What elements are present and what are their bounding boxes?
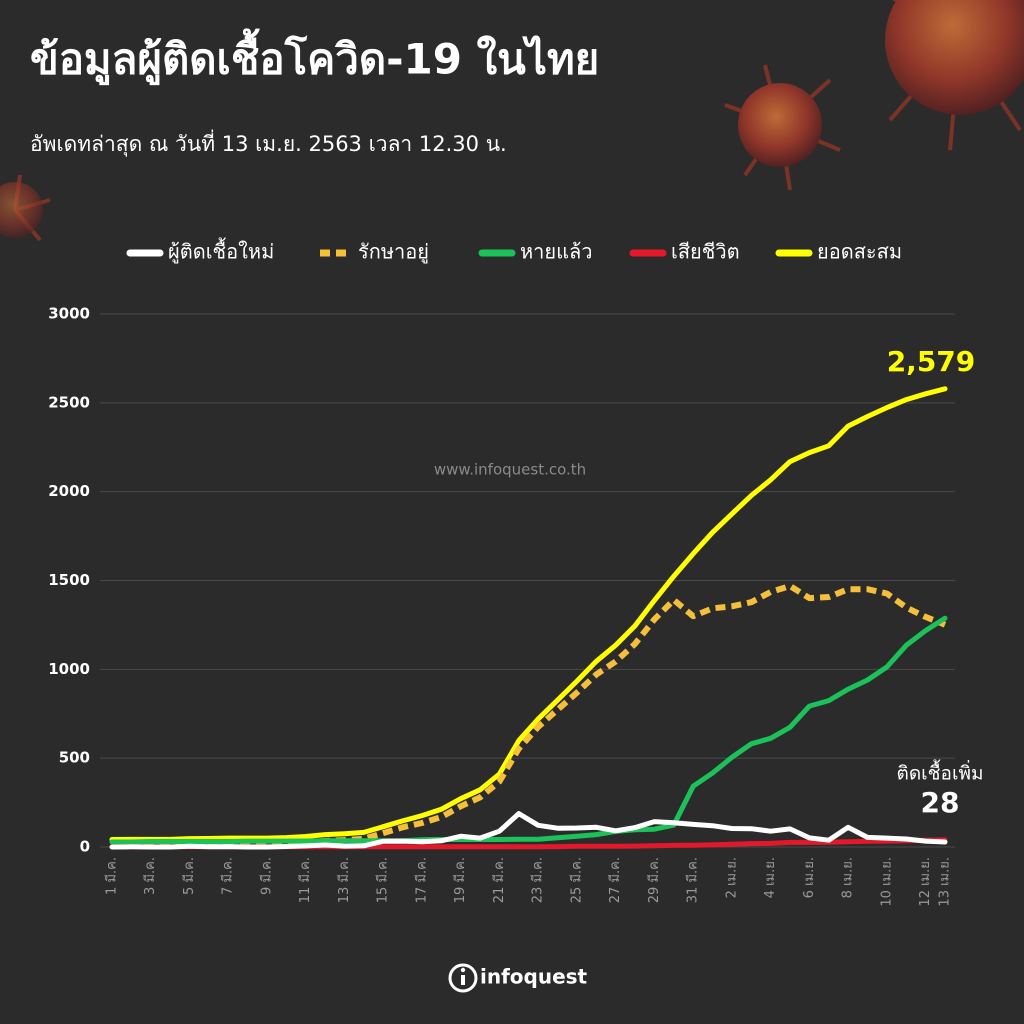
x-tick-label: 19 มี.ค. [452, 857, 468, 903]
x-tick-label: 2 เม.ย. [724, 857, 739, 898]
legend-label: รักษาอยู่ [358, 240, 429, 265]
x-tick-label: 13 เม.ย. [938, 857, 953, 907]
series-line [109, 615, 948, 845]
y-tick-label: 500 [59, 749, 90, 767]
logo-text: infoquest [480, 965, 588, 989]
series-line [109, 386, 948, 842]
x-tick-label: 23 มี.ค. [530, 857, 546, 903]
x-tick-label: 11 มี.ค. [297, 857, 313, 903]
x-tick-label: 1 มี.ค. [104, 857, 120, 895]
x-tick-label: 17 มี.ค. [413, 857, 429, 903]
logo-icon [460, 967, 466, 973]
logo-icon [448, 963, 478, 993]
x-tick-label: 7 มี.ค. [220, 857, 236, 895]
annotation: ติดเชื้อเพิ่ม [896, 760, 983, 785]
x-tick-label: 13 มี.ค. [336, 857, 352, 903]
x-tick-label: 4 เม.ย. [763, 857, 778, 898]
annotation: 28 [921, 786, 960, 819]
logo: infoquest [448, 963, 588, 993]
x-tick-label: 15 มี.ค. [375, 857, 391, 903]
y-tick-label: 2500 [48, 393, 90, 411]
legend-label: ยอดสะสม [817, 240, 902, 264]
chart-subtitle: อัพเดทล่าสุด ณ วันที่ 13 เม.ย. 2563 เวลา… [30, 129, 507, 157]
watermark: www.infoquest.co.th [434, 461, 586, 479]
x-tick-label: 8 เม.ย. [841, 857, 856, 898]
x-tick-label: 25 มี.ค. [568, 857, 584, 903]
x-tick-label: 29 มี.ค. [646, 857, 662, 903]
series-line [111, 583, 947, 848]
logo-icon [461, 975, 465, 985]
y-tick-label: 0 [80, 838, 90, 856]
legend-label: ผู้ติดเชื้อใหม่ [168, 238, 274, 265]
y-tick-label: 2000 [48, 482, 90, 500]
y-tick-label: 1000 [48, 660, 90, 678]
legend-label: หายแล้ว [520, 240, 593, 264]
x-tick-label: 3 มี.ค. [142, 857, 158, 895]
x-tick-label: 31 มี.ค. [685, 857, 701, 903]
y-tick-label: 3000 [48, 305, 90, 323]
virus-decoration [0, 0, 1024, 242]
series-line [109, 811, 948, 850]
x-tick-label: 6 เม.ย. [802, 857, 817, 898]
x-tick-label: 21 มี.ค. [491, 857, 507, 903]
x-tick-label: 9 มี.ค. [258, 857, 274, 895]
annotation: 2,579 [887, 345, 976, 378]
x-tick-label: 5 มี.ค. [181, 857, 197, 895]
x-tick-label: 10 เม.ย. [879, 857, 894, 907]
y-tick-label: 1500 [48, 571, 90, 589]
chart-title: ข้อมูลผู้ติดเชื้อโควิด-19 ในไทย [30, 28, 599, 86]
legend-label: เสียชีวิต [671, 240, 740, 264]
x-tick-label: 27 มี.ค. [607, 857, 623, 903]
x-tick-label: 12 เม.ย. [918, 857, 933, 907]
